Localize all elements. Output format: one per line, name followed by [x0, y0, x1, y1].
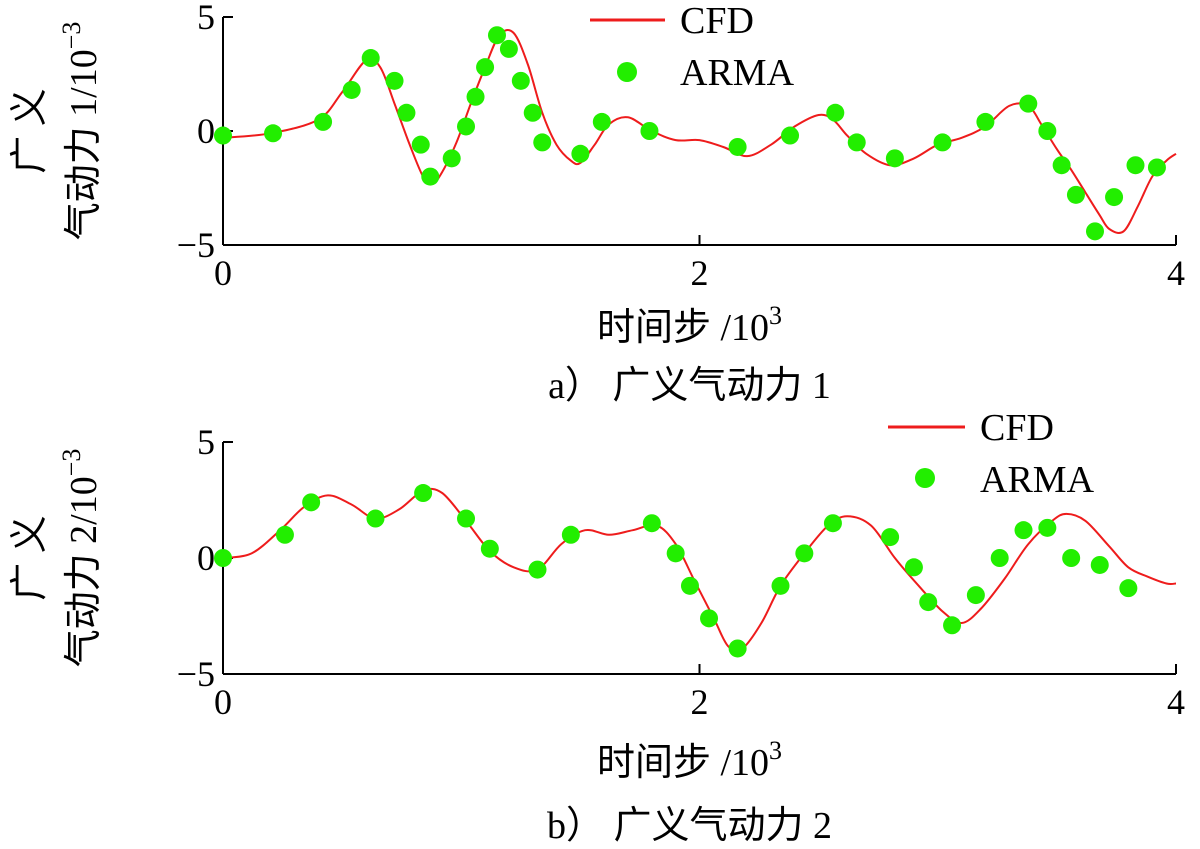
- arma-point: [640, 122, 659, 140]
- arma-point: [1066, 185, 1085, 204]
- x-tick-label: 0: [214, 682, 232, 722]
- arma-point: [571, 144, 590, 163]
- x-tick-label: 4: [1167, 253, 1185, 293]
- arma-point: [795, 544, 814, 563]
- y-tick-label: 0: [197, 538, 215, 578]
- arma-point: [457, 509, 476, 528]
- arma-point: [411, 135, 430, 154]
- arma-point: [397, 103, 416, 122]
- arma-point: [933, 133, 952, 152]
- arma-point: [700, 609, 719, 628]
- legend-arma-swatch: [915, 468, 935, 488]
- arma-point: [533, 133, 552, 152]
- arma-point: [385, 71, 404, 90]
- arma-point: [885, 149, 904, 168]
- arma-point: [680, 576, 699, 595]
- arma-point: [666, 544, 685, 563]
- arma-point: [302, 493, 321, 512]
- arma-point: [511, 71, 530, 90]
- y-axis-label-line2: 气动力 1/10−3: [57, 22, 105, 241]
- y-axis-label-line1: 广 义: [9, 515, 51, 601]
- arma-point: [1038, 122, 1057, 140]
- arma-point: [781, 126, 800, 145]
- arma-point: [1090, 555, 1109, 574]
- arma-point: [847, 133, 866, 152]
- arma-point: [480, 539, 499, 558]
- arma-point: [421, 167, 440, 186]
- arma-point: [1014, 521, 1033, 540]
- arma-point: [314, 112, 333, 131]
- cfd-series-line: [222, 487, 1177, 652]
- arma-point: [442, 149, 461, 168]
- y-axis-label-line2: 气动力 2/10−3: [57, 449, 105, 668]
- arma-point: [214, 549, 232, 567]
- arma-point: [523, 103, 542, 122]
- arma-point: [1105, 188, 1124, 207]
- arma-point: [728, 137, 747, 156]
- arma-point: [561, 525, 580, 544]
- legend-arma-swatch: [617, 62, 637, 82]
- arma-point: [487, 26, 506, 45]
- arma-point: [466, 87, 485, 106]
- arma-point: [826, 103, 845, 122]
- arma-point: [919, 593, 938, 612]
- arma-point: [342, 80, 361, 99]
- legend-arma-label: ARMA: [980, 459, 1095, 501]
- arma-point: [728, 639, 747, 658]
- arma-point: [1119, 579, 1138, 598]
- x-axis-label: 时间步 /103: [597, 301, 782, 349]
- arma-point: [366, 509, 385, 528]
- chart-panel-2: 50−50 2 4CFDARMA时间步 /103广 义气动力 2/10−3b） 广义…: [9, 407, 1185, 847]
- arma-point: [642, 514, 661, 533]
- x-tick-label: 0: [214, 253, 232, 293]
- arma-point: [976, 112, 995, 131]
- panel-caption: a） 广义气动力 1: [548, 365, 831, 407]
- arma-point: [592, 112, 611, 131]
- arma-point: [1062, 549, 1081, 567]
- x-tick-label: 4: [1167, 682, 1185, 722]
- arma-point: [528, 560, 547, 579]
- arma-point: [881, 528, 900, 547]
- legend-arma-label: ARMA: [680, 52, 795, 94]
- arma-point: [1147, 158, 1166, 177]
- y-tick-label: 5: [197, 0, 215, 37]
- arma-point: [275, 525, 294, 544]
- y-axis-label-line1: 广 义: [9, 88, 51, 174]
- arma-point: [457, 117, 476, 136]
- y-tick-label: −5: [177, 654, 215, 694]
- arma-point: [264, 124, 283, 143]
- y-tick-label: 5: [197, 422, 215, 462]
- y-tick-label: 0: [197, 111, 215, 151]
- y-tick-label: −5: [177, 225, 215, 265]
- x-axis-label: 时间步 /103: [597, 736, 782, 784]
- arma-point: [1085, 222, 1104, 241]
- legend-cfd-label: CFD: [680, 0, 754, 42]
- arma-point: [1019, 94, 1038, 113]
- panel-caption: b） 广义气动力 2: [547, 805, 832, 847]
- arma-point: [214, 126, 232, 145]
- arma-point: [1038, 518, 1057, 537]
- arma-point: [990, 549, 1009, 567]
- arma-point: [823, 514, 842, 533]
- arma-point: [904, 558, 923, 577]
- x-tick-label: 2: [691, 682, 709, 722]
- arma-point: [771, 576, 790, 595]
- x-tick-label: 2: [691, 253, 709, 293]
- arma-point: [1126, 156, 1145, 175]
- chart-panel-1: 50−50 2 4CFDARMA时间步 /103广 义气动力 1/10−3a） 广义…: [9, 0, 1185, 407]
- arma-point: [1052, 156, 1071, 175]
- legend-cfd-label: CFD: [980, 407, 1054, 449]
- arma-point: [943, 616, 962, 635]
- arma-point: [361, 49, 380, 68]
- arma-point: [476, 58, 495, 77]
- arma-point: [499, 39, 518, 58]
- arma-point: [966, 586, 985, 605]
- arma-point: [414, 484, 433, 503]
